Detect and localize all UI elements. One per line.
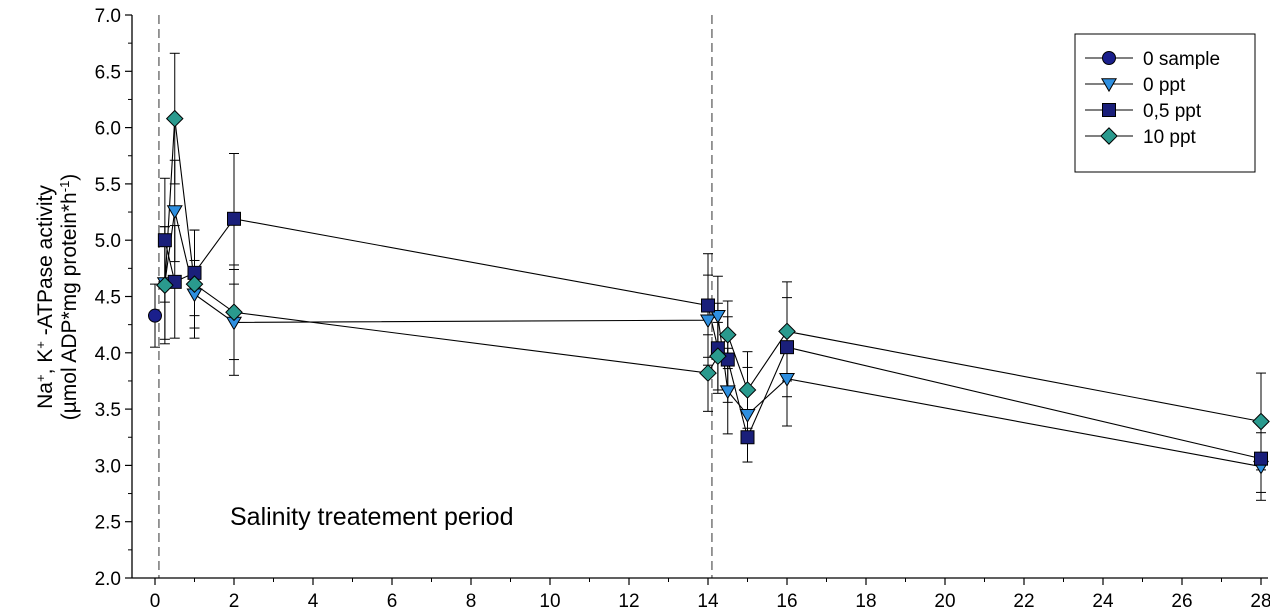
axis-ticks: 0 2 4 6 8 10 12 14 16 18 20 22 24 26 282.02.53.03.54.0… (95, 6, 1270, 612)
y-tick-label: 2.0 (95, 569, 121, 590)
y-tick-label: 4.5 (95, 288, 121, 309)
legend-label-0-ppt: 0 ppt (1143, 75, 1186, 96)
data-point-10-ppt (185, 275, 204, 293)
data-point-0-sample (148, 308, 162, 323)
reference-lines (158, 15, 713, 578)
x-tick-label: 4 (308, 591, 319, 612)
x-tick-label: 18 (855, 591, 876, 612)
data-point-10-ppt (225, 303, 243, 322)
y-axis-label-line2: (µmol ADP*mg protein*h-1) (57, 174, 82, 421)
data-point-10-ppt (709, 347, 727, 366)
y-tick-label: 4.0 (95, 344, 121, 365)
x-tick-label: 0 (150, 591, 161, 612)
y-tick-label: 7.0 (95, 6, 121, 27)
data-point-10-ppt (156, 276, 174, 295)
data-point-0-5-ppt (227, 211, 241, 226)
x-tick-label: 6 (387, 591, 398, 612)
legend-marker-0-5-ppt (1102, 103, 1116, 117)
x-tick-label: 2 (229, 591, 240, 612)
data-point-0-ppt (699, 314, 717, 329)
data-point-0-5-ppt (780, 340, 794, 355)
legend-marker-0-sample (1102, 51, 1116, 65)
x-tick-label: 28 (1250, 591, 1270, 612)
data-point-0-ppt (739, 409, 756, 423)
y-tick-label: 6.5 (95, 62, 121, 83)
legend-label-0-5-ppt: 0,5 ppt (1143, 101, 1202, 122)
y-tick-label: 3.0 (95, 456, 121, 477)
x-tick-label: 16 (776, 591, 797, 612)
series-line-10-ppt (164, 118, 1262, 423)
data-point-10-ppt (718, 325, 737, 344)
data-point-0-ppt (778, 372, 796, 387)
data-point-10-ppt (738, 381, 757, 399)
data-point-0-ppt (166, 205, 183, 220)
x-tick-label: 20 (934, 591, 955, 612)
legend-label-10-ppt: 10 ppt (1143, 127, 1197, 148)
legend-label-0-sample: 0 sample (1143, 49, 1220, 70)
data-point-0-5-ppt (740, 430, 755, 445)
x-tick-label: 8 (466, 591, 477, 612)
data-point-0-5-ppt (1254, 451, 1268, 466)
data-point-0-5-ppt (701, 298, 715, 313)
data-point-0-ppt (709, 309, 726, 324)
y-tick-label: 3.5 (95, 400, 121, 421)
x-tick-label: 12 (618, 591, 639, 612)
y-axis-label-line1: Na+, K+ -ATPase activity (33, 185, 58, 409)
y-tick-label: 2.5 (95, 513, 121, 534)
data-point-10-ppt (165, 109, 184, 128)
y-tick-label: 5.5 (95, 175, 121, 196)
data-point-10-ppt (1252, 412, 1270, 431)
x-tick-label: 22 (1013, 591, 1034, 612)
x-tick-label: 14 (697, 591, 719, 612)
y-axis-label: Na+, K+ -ATPase activity (µmol ADP*mg pr… (33, 174, 82, 421)
legend-marker-10-ppt (1100, 127, 1118, 145)
annotation-text: Salinity treatement period (230, 503, 513, 531)
x-tick-label: 24 (1092, 591, 1114, 612)
series-line-0-ppt (164, 210, 1262, 468)
x-tick-label: 26 (1171, 591, 1192, 612)
data-point-0-5-ppt (157, 233, 172, 248)
series-line-0-5-ppt (164, 218, 1262, 460)
y-tick-label: 5.0 (95, 231, 121, 252)
y-tick-label: 6.0 (95, 119, 121, 140)
data-point-10-ppt (699, 364, 717, 382)
legend: 0 sample 0 ppt 0,5 ppt 10 ppt (1074, 33, 1256, 173)
data-markers (148, 109, 1270, 475)
legend-marker-0-ppt (1100, 78, 1118, 93)
x-tick-label: 10 (539, 591, 560, 612)
data-point-10-ppt (778, 322, 796, 341)
data-point-0-ppt (719, 385, 736, 400)
